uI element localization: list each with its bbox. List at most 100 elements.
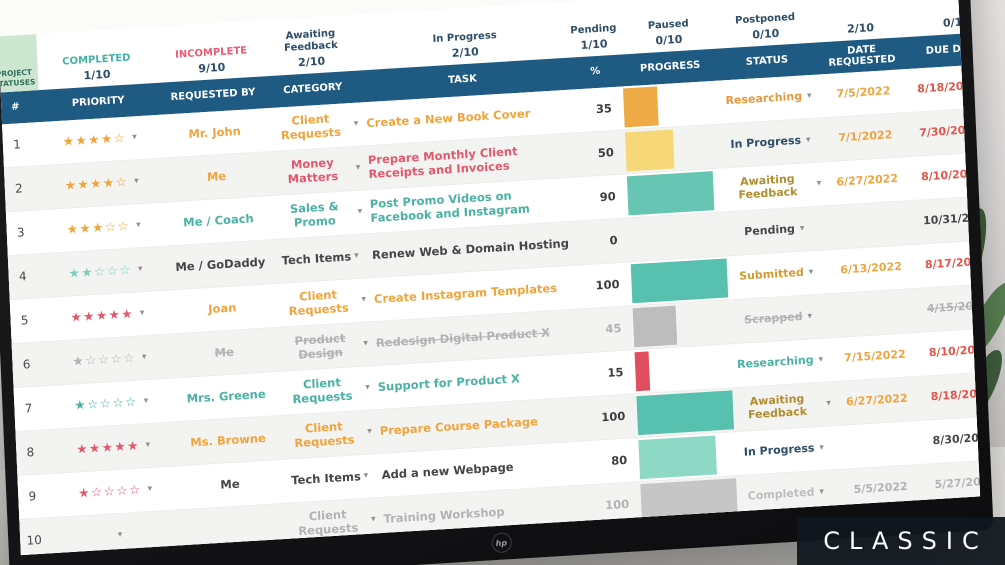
- date-requested-cell[interactable]: 6/27/2022: [845, 391, 908, 409]
- requested-by-cell[interactable]: Me / GoDaddy: [175, 254, 266, 274]
- requested-by-cell[interactable]: Me / Coach: [182, 211, 254, 230]
- chevron-down-icon[interactable]: ▾: [818, 355, 824, 366]
- requested-by-cell[interactable]: [176, 525, 288, 532]
- category-cell[interactable]: Client Requests ▾: [283, 419, 372, 451]
- task-cell[interactable]: Add a new Webpage: [381, 459, 514, 482]
- task-cell[interactable]: Create a New Book Cover: [366, 106, 531, 131]
- due-date-cell[interactable]: 8/10/2022: [920, 166, 981, 184]
- status-cell[interactable]: Researching ▾: [719, 90, 817, 109]
- requested-by-cell[interactable]: Mr. John: [188, 123, 242, 141]
- priority-cell[interactable]: ★★★★★ ▾: [48, 305, 166, 327]
- priority-cell[interactable]: ★☆☆☆☆ ▾: [50, 349, 168, 371]
- chevron-down-icon[interactable]: ▾: [132, 132, 138, 143]
- priority-cell[interactable]: ★★★★☆ ▾: [43, 173, 161, 195]
- due-date-cell[interactable]: 8/18/2022: [930, 386, 981, 404]
- category-cell[interactable]: Money Matters ▾: [272, 155, 361, 187]
- task-cell[interactable]: Support for Product X: [377, 371, 521, 394]
- percent-cell[interactable]: 90: [599, 188, 617, 204]
- percent-cell[interactable]: 100: [595, 276, 620, 293]
- requested-by-cell[interactable]: Me: [220, 476, 240, 492]
- chevron-down-icon[interactable]: ▾: [805, 135, 811, 146]
- chevron-down-icon[interactable]: ▾: [133, 176, 139, 187]
- chevron-down-icon[interactable]: ▾: [807, 311, 813, 322]
- date-requested-cell[interactable]: 7/5/2022: [836, 84, 891, 101]
- chevron-down-icon[interactable]: ▾: [145, 440, 151, 451]
- date-requested-cell[interactable]: 6/13/2022: [840, 259, 903, 277]
- status-cell[interactable]: Completed ▾: [737, 485, 835, 504]
- task-cell[interactable]: Training Workshop: [383, 504, 505, 526]
- due-date-cell[interactable]: 4/15/2022: [926, 298, 981, 316]
- requested-by-cell[interactable]: Me: [206, 168, 227, 184]
- chevron-down-icon[interactable]: ▾: [806, 91, 812, 102]
- percent-cell[interactable]: 15: [607, 364, 624, 380]
- priority-cell[interactable]: ★★★☆☆ ▾: [44, 217, 162, 239]
- date-requested-cell[interactable]: [833, 442, 925, 448]
- due-date-cell[interactable]: 8/17/2022: [924, 254, 981, 272]
- percent-cell[interactable]: 100: [601, 408, 626, 425]
- due-date-cell[interactable]: 8/18/2022: [917, 78, 980, 96]
- task-cell[interactable]: Post Promo Videos on Facebook and Instag…: [369, 188, 531, 225]
- date-requested-cell[interactable]: 6/27/2022: [836, 172, 899, 189]
- priority-cell[interactable]: ★★★★☆ ▾: [41, 129, 159, 151]
- category-cell[interactable]: Product Design ▾: [280, 331, 369, 363]
- requested-by-cell[interactable]: Ms. Browne: [190, 430, 267, 450]
- due-date-cell[interactable]: 8/30/2022: [932, 430, 981, 448]
- category-cell[interactable]: Tech Items ▾: [286, 469, 374, 488]
- task-cell[interactable]: Create Instagram Templates: [373, 280, 558, 306]
- category-cell[interactable]: Client Requests ▾: [287, 507, 376, 539]
- task-cell[interactable]: Prepare Monthly Client Receipts and Invo…: [367, 144, 518, 181]
- chevron-down-icon[interactable]: ▾: [137, 264, 143, 275]
- category-cell[interactable]: Client Requests ▾: [281, 375, 370, 407]
- requested-by-cell[interactable]: Me: [214, 344, 235, 360]
- chevron-down-icon[interactable]: ▾: [799, 223, 805, 235]
- status-cell[interactable]: In Progress ▾: [721, 134, 819, 153]
- priority-cell[interactable]: ▾: [58, 527, 176, 545]
- chevron-down-icon[interactable]: ▾: [139, 308, 145, 319]
- priority-cell[interactable]: ★☆☆☆☆ ▾: [56, 481, 174, 503]
- due-date-cell[interactable]: 7/30/2022: [918, 122, 981, 140]
- chevron-down-icon[interactable]: ▾: [141, 352, 147, 363]
- status-cell[interactable]: Submitted ▾: [727, 266, 825, 285]
- date-requested-cell[interactable]: 7/15/2022: [843, 347, 906, 365]
- category-cell[interactable]: Client Requests ▾: [270, 111, 359, 143]
- category-cell[interactable]: Sales & Promo ▾: [274, 199, 363, 231]
- percent-cell[interactable]: 0: [609, 232, 618, 248]
- due-date-cell[interactable]: 10/31/2022: [922, 210, 981, 228]
- percent-cell[interactable]: 100: [604, 496, 630, 513]
- due-date-cell[interactable]: 8/10/2022: [928, 342, 981, 360]
- category-cell[interactable]: Client Requests ▾: [278, 287, 367, 319]
- status-cell[interactable]: Awaiting Feedback ▾: [733, 391, 832, 422]
- chevron-down-icon[interactable]: ▾: [143, 396, 149, 407]
- status-cell[interactable]: Awaiting Feedback ▾: [723, 171, 822, 202]
- due-date-cell[interactable]: 5/27/2022: [934, 474, 981, 492]
- priority-cell[interactable]: ★☆☆☆☆ ▾: [52, 393, 170, 415]
- category-cell[interactable]: Tech Items ▾: [276, 249, 364, 268]
- chevron-down-icon[interactable]: ▾: [117, 530, 123, 541]
- requested-by-cell[interactable]: Mrs. Greene: [186, 386, 266, 406]
- chevron-down-icon[interactable]: ▾: [353, 251, 359, 262]
- requested-by-cell[interactable]: Joan: [207, 300, 237, 317]
- date-requested-cell[interactable]: [827, 310, 919, 316]
- status-cell[interactable]: Scrapped ▾: [729, 310, 827, 329]
- priority-cell[interactable]: ★★☆☆☆ ▾: [46, 261, 164, 283]
- priority-cell[interactable]: ★★★★★ ▾: [54, 437, 172, 459]
- percent-cell[interactable]: 35: [595, 101, 613, 117]
- task-cell[interactable]: Redesign Digital Product X: [375, 325, 551, 350]
- status-cell[interactable]: In Progress ▾: [735, 441, 833, 460]
- chevron-down-icon[interactable]: ▾: [147, 484, 153, 495]
- date-requested-cell[interactable]: 5/5/2022: [853, 479, 908, 497]
- chevron-down-icon[interactable]: ▾: [363, 471, 369, 482]
- status-cell[interactable]: Researching ▾: [731, 353, 829, 373]
- status-cell[interactable]: Pending ▾: [725, 222, 823, 241]
- task-cell[interactable]: Renew Web & Domain Hosting: [371, 235, 570, 262]
- chevron-down-icon[interactable]: ▾: [135, 220, 141, 231]
- chevron-down-icon[interactable]: ▾: [819, 443, 825, 454]
- chevron-down-icon[interactable]: ▾: [808, 267, 814, 278]
- percent-cell[interactable]: 45: [605, 320, 622, 336]
- chevron-down-icon[interactable]: ▾: [819, 487, 825, 498]
- task-cell[interactable]: Prepare Course Package: [379, 414, 539, 438]
- date-requested-cell[interactable]: 7/1/2022: [838, 128, 893, 145]
- date-requested-cell[interactable]: [823, 222, 915, 228]
- percent-cell[interactable]: 50: [597, 145, 615, 160]
- percent-cell[interactable]: 80: [610, 452, 628, 468]
